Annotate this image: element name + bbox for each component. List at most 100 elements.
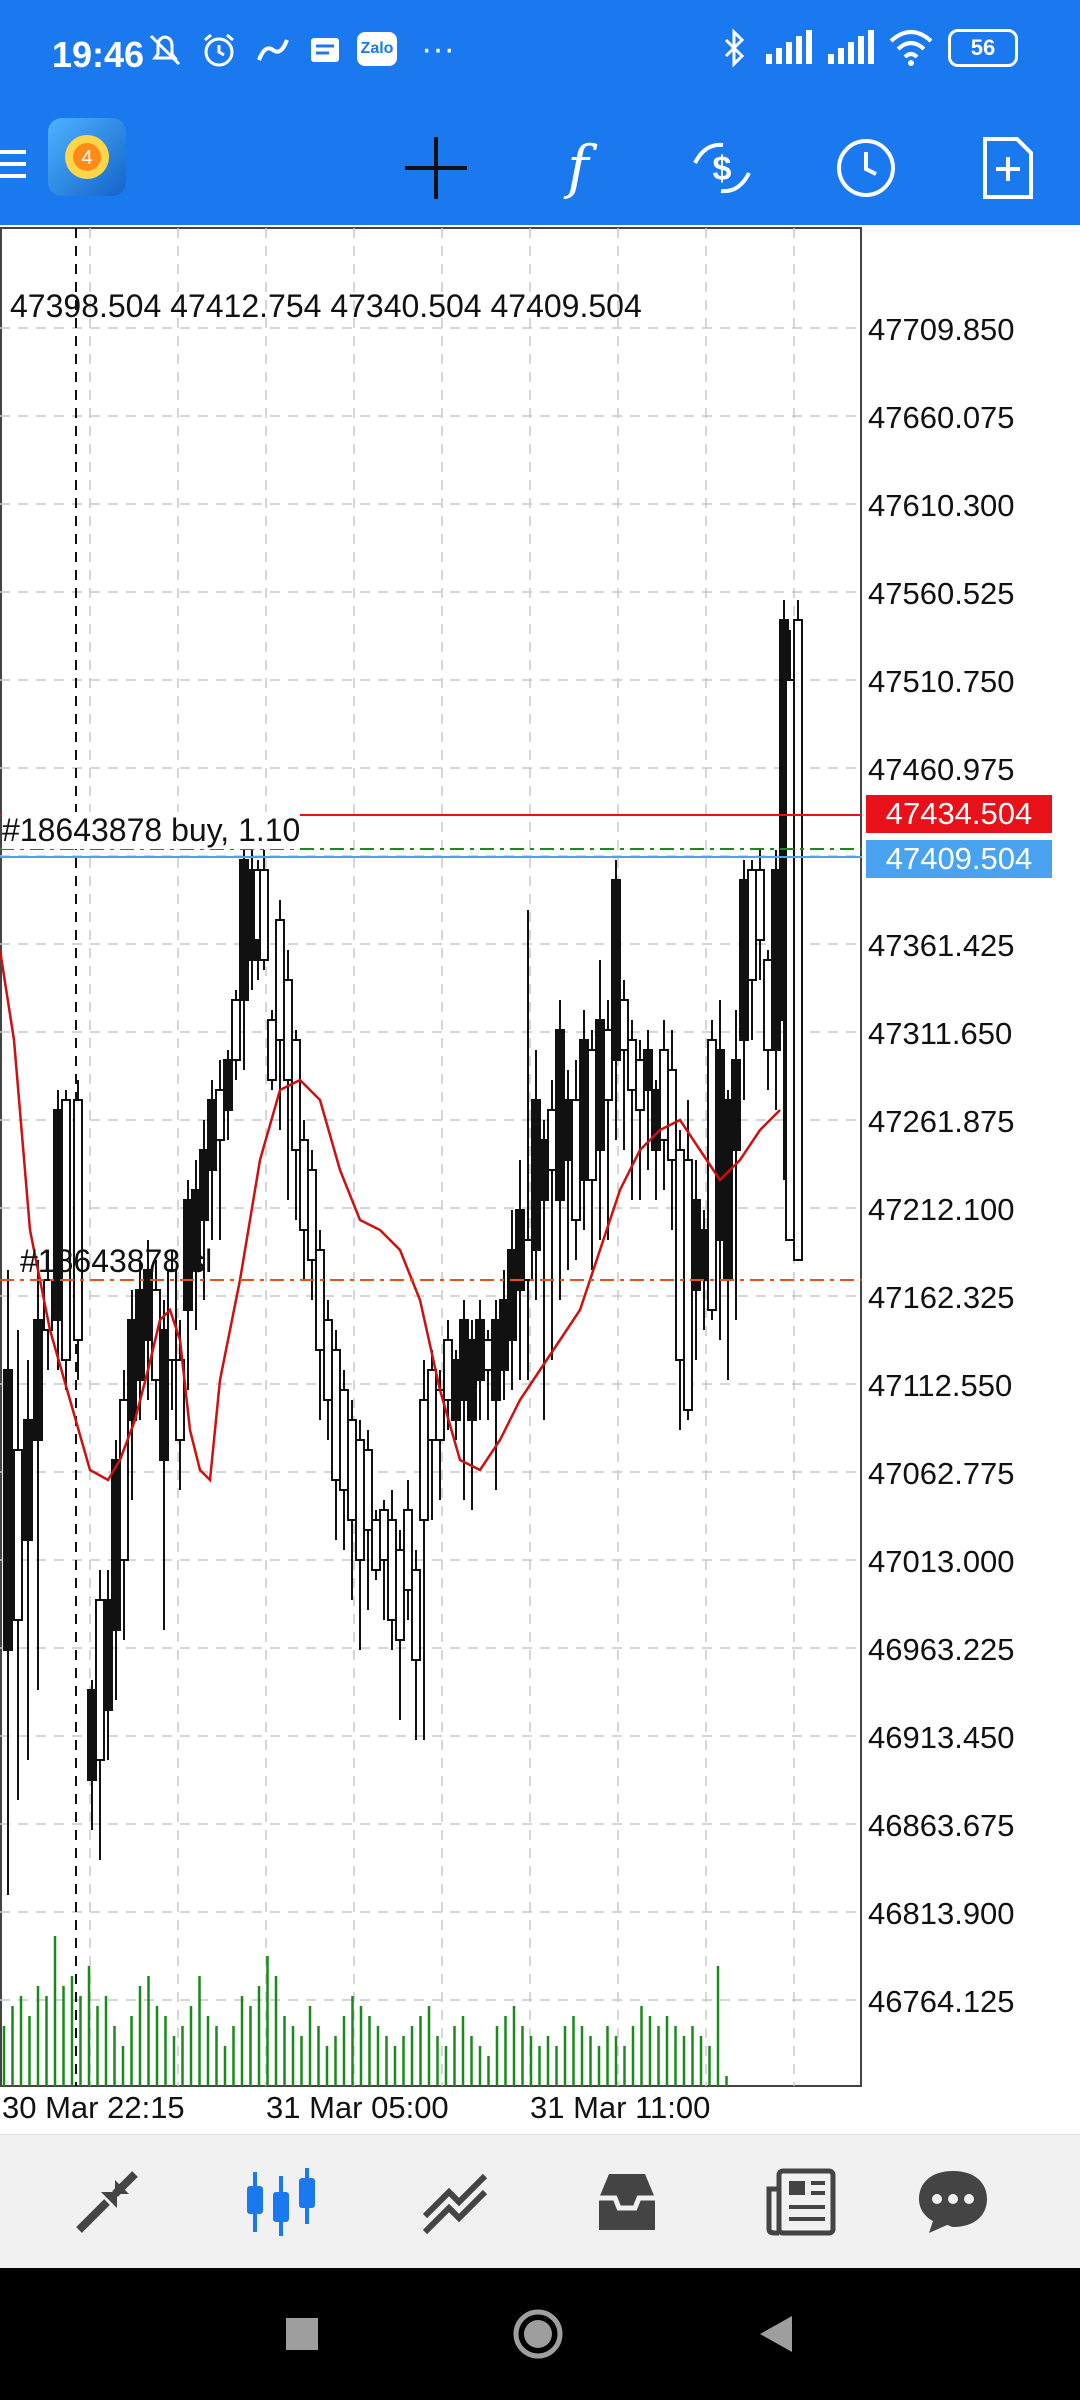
candle-body: [87, 1689, 97, 1781]
candle-body: [563, 1099, 573, 1161]
home-button[interactable]: [510, 2306, 566, 2362]
crosshair-button[interactable]: [396, 128, 476, 208]
zalo-icon: Zalo: [357, 32, 397, 66]
new-order-icon: [983, 137, 1033, 199]
messages-icon: [919, 2171, 987, 2233]
history-icon: [599, 2174, 655, 2230]
trade-icon: $: [693, 142, 751, 194]
nav-chart[interactable]: [236, 2157, 326, 2247]
candle-body: [483, 1339, 493, 1371]
candle-body: [683, 1159, 693, 1411]
price-tick: 46863.675: [868, 1808, 1015, 1843]
back-button[interactable]: [748, 2306, 804, 2362]
price-tick: 47311.650: [868, 1016, 1013, 1051]
candle-body: [603, 1029, 613, 1101]
candle-body: [579, 1039, 589, 1181]
candle-body: [699, 1229, 709, 1281]
price-tick: 47709.850: [868, 312, 1015, 347]
candle-body: [127, 1319, 137, 1421]
system-nav: [0, 2268, 1080, 2400]
indicators-button[interactable]: f: [538, 128, 618, 208]
candle-body: [651, 1089, 661, 1151]
bid-price-badge: 47409.504: [866, 840, 1052, 878]
crosshair-icon: [405, 137, 467, 199]
order-sl-label[interactable]: #18643878 sl: [20, 1243, 213, 1279]
candle-body: [499, 1299, 509, 1371]
candle-body: [627, 1039, 637, 1091]
candle-body: [3, 1369, 13, 1651]
nav-trade[interactable]: [410, 2157, 500, 2247]
trade-button[interactable]: $: [682, 128, 762, 208]
metatrader-logo-icon: 4: [65, 135, 109, 179]
candle-body: [547, 1109, 557, 1171]
candle-body: [347, 1419, 357, 1521]
candle-body: [111, 1459, 121, 1631]
candle-body: [119, 1399, 129, 1561]
candle-body: [531, 1099, 541, 1251]
candle-body: [355, 1439, 365, 1561]
candle-body: [451, 1359, 461, 1421]
bottom-nav: [0, 2134, 1080, 2269]
candle-body: [793, 619, 803, 1261]
notification-icon: [311, 38, 339, 62]
candle-body: [223, 1059, 233, 1111]
candle-body: [619, 999, 629, 1051]
candle-body: [267, 1019, 277, 1081]
candle-body: [379, 1509, 389, 1561]
price-tick: 46813.900: [868, 1896, 1015, 1931]
svg-text:f: f: [563, 135, 598, 201]
candle-body: [61, 1099, 71, 1361]
price-tick: 47013.000: [868, 1544, 1015, 1579]
candle-body: [427, 1369, 437, 1441]
price-tick: 46963.225: [868, 1632, 1015, 1667]
candle-body: [555, 1029, 565, 1201]
recents-button[interactable]: [274, 2306, 330, 2362]
price-tick: 47162.325: [868, 1280, 1015, 1315]
candle-body: [135, 1289, 145, 1381]
vpn-icon: [257, 39, 289, 61]
candle-body: [387, 1519, 397, 1621]
svg-text:$: $: [713, 150, 732, 188]
candle-body: [411, 1569, 421, 1661]
candle-body: [299, 1139, 309, 1231]
ohlc-readout: 47398.504 47412.754 47340.504 47409.504: [10, 288, 642, 324]
candle-body: [571, 1099, 581, 1221]
candle-body: [283, 979, 293, 1081]
candle-body: [755, 869, 765, 941]
battery-indicator: 56: [948, 29, 1018, 67]
alarm-icon: [204, 33, 234, 67]
order-buy-label[interactable]: #18643878 buy, 1.10: [2, 812, 301, 849]
candle-body: [739, 879, 749, 1041]
chart-icon: [247, 2168, 315, 2236]
status-icons-right: 56: [720, 28, 1018, 68]
price-tick: 47460.975: [868, 752, 1015, 787]
price-tick: 46764.125: [868, 1984, 1015, 2019]
candle-body: [175, 1359, 185, 1441]
price-tick: 47560.525: [868, 576, 1015, 611]
candle-body: [715, 1049, 725, 1241]
menu-icon[interactable]: [0, 144, 28, 184]
timeframe-icon: [837, 139, 895, 197]
candle-body: [515, 1209, 525, 1291]
candle-body: [707, 1039, 717, 1311]
candle-body: [595, 1019, 605, 1151]
nav-quotes[interactable]: [62, 2157, 152, 2247]
candle-body: [339, 1389, 349, 1491]
more-dots-icon: ···: [421, 30, 455, 68]
new-order-button[interactable]: [968, 128, 1048, 208]
trade-icon: [422, 2173, 488, 2235]
nav-history[interactable]: [582, 2157, 672, 2247]
nav-messages[interactable]: [908, 2157, 998, 2247]
status-icons-left: Zalo ···: [145, 30, 455, 70]
candle-body: [539, 1139, 549, 1201]
signal-icon: [828, 30, 874, 64]
price-chart[interactable]: [0, 225, 1080, 2135]
circle-icon: [513, 2309, 563, 2359]
candle-body: [723, 1099, 733, 1281]
quotes-icon: [76, 2171, 138, 2233]
timeframe-button[interactable]: [826, 128, 906, 208]
candle-body: [611, 879, 621, 1061]
candle-body: [403, 1509, 413, 1591]
app-logo[interactable]: 4: [48, 118, 126, 196]
nav-news[interactable]: [756, 2157, 846, 2247]
